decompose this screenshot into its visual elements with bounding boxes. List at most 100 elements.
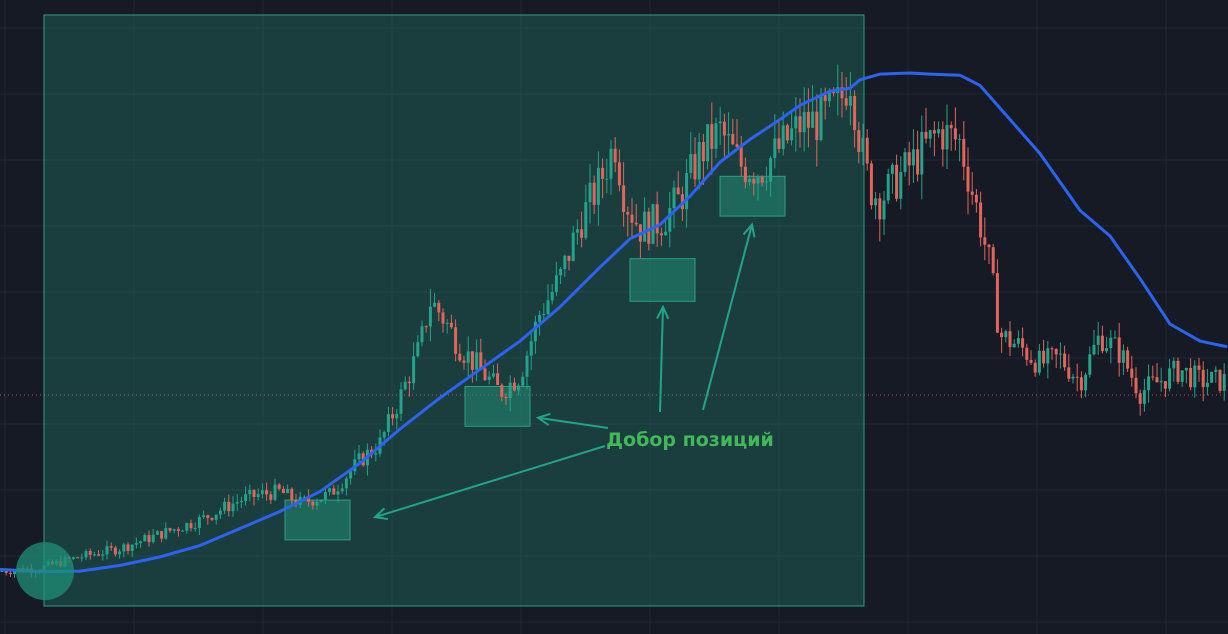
candle-body [655, 204, 659, 234]
candle-body [857, 130, 861, 152]
candle-body [416, 342, 420, 357]
candle-body [172, 529, 176, 531]
candle-body [88, 551, 92, 555]
candle-body [794, 116, 798, 129]
candle-body [903, 152, 907, 172]
candle-body [470, 351, 474, 370]
candle-body [449, 322, 453, 328]
entry-point-circle [16, 542, 74, 601]
candle-body [1130, 368, 1134, 378]
candle-body [626, 212, 630, 215]
candle-body [1071, 376, 1075, 379]
candle-body [987, 244, 991, 248]
candle-body [869, 163, 873, 206]
candle-body [899, 171, 903, 199]
candle-body [244, 494, 248, 501]
candle-body [689, 154, 693, 173]
candle-body [76, 557, 80, 559]
candle-body [567, 255, 571, 261]
highlight-zone [43, 14, 865, 607]
candle-body [882, 200, 886, 220]
candle-body [210, 517, 214, 520]
candle-body [601, 167, 605, 179]
candle-body [1016, 338, 1020, 344]
candle-body [512, 382, 516, 391]
candle-body [92, 554, 96, 556]
candle-body [302, 496, 306, 498]
candle-body [693, 154, 697, 180]
candle-body [739, 146, 743, 167]
annotation-label: Добор позиций [606, 429, 774, 451]
candle-body [668, 208, 672, 232]
candle-body [911, 149, 915, 166]
candle-body [231, 503, 235, 512]
candle-body [714, 123, 718, 149]
candle-body [176, 529, 180, 532]
candle-body [273, 484, 277, 500]
candle-body [823, 95, 827, 102]
candle-body [1218, 369, 1222, 391]
candle-body [315, 501, 319, 506]
candle-body [252, 489, 256, 498]
candle-body [1176, 360, 1180, 382]
candle-body [399, 389, 403, 414]
candle-body [1117, 337, 1121, 363]
candle-body [521, 376, 525, 386]
candle-body [386, 414, 390, 432]
candle-body [878, 198, 882, 220]
entry-zone-box [629, 258, 696, 302]
candle-body [811, 111, 815, 128]
candle-body [344, 478, 348, 489]
candle-body [1205, 382, 1209, 388]
candle-body [529, 341, 533, 356]
candle-body [685, 172, 689, 210]
candle-body [844, 98, 848, 106]
candle-body [1046, 348, 1050, 364]
candle-body [218, 510, 222, 515]
candle-body [113, 547, 117, 555]
candle-body [1147, 376, 1151, 391]
candle-body [995, 273, 999, 333]
candle-body [151, 534, 155, 543]
candle-body [223, 501, 227, 511]
candle-body [970, 191, 974, 195]
candle-body [1092, 344, 1096, 355]
candle-body [437, 302, 441, 313]
candle-body [575, 229, 579, 233]
candle-body [130, 544, 134, 551]
candle-body [584, 202, 588, 238]
candle-body [966, 166, 970, 192]
candle-body [1079, 377, 1083, 391]
candle-body [491, 373, 495, 377]
candle-body [1168, 368, 1172, 389]
candle-body [580, 229, 584, 238]
candle-body [983, 237, 987, 245]
candle-body [907, 152, 911, 166]
candle-body [265, 490, 269, 495]
candle-body [1033, 362, 1037, 373]
candle-body [307, 496, 311, 502]
candle-body [84, 551, 88, 558]
candle-body [546, 300, 550, 314]
arrow-head [535, 412, 551, 426]
candle-body [886, 173, 890, 201]
candle-body [848, 95, 852, 106]
candle-body [500, 384, 504, 397]
moving-average-line [0, 71, 1228, 574]
candle-body [1084, 374, 1088, 391]
candle-body [1088, 354, 1092, 375]
candle-body [256, 494, 260, 498]
candle-body [554, 275, 558, 292]
candle-body [155, 531, 159, 535]
candle-body [189, 523, 193, 529]
candle-body [752, 179, 756, 184]
candle-body [1138, 393, 1142, 404]
candle-body [1214, 369, 1218, 372]
candle-body [718, 121, 722, 124]
candle-body [979, 202, 983, 238]
candle-body [164, 528, 168, 539]
candle-body [466, 351, 470, 363]
candle-body [634, 222, 638, 225]
